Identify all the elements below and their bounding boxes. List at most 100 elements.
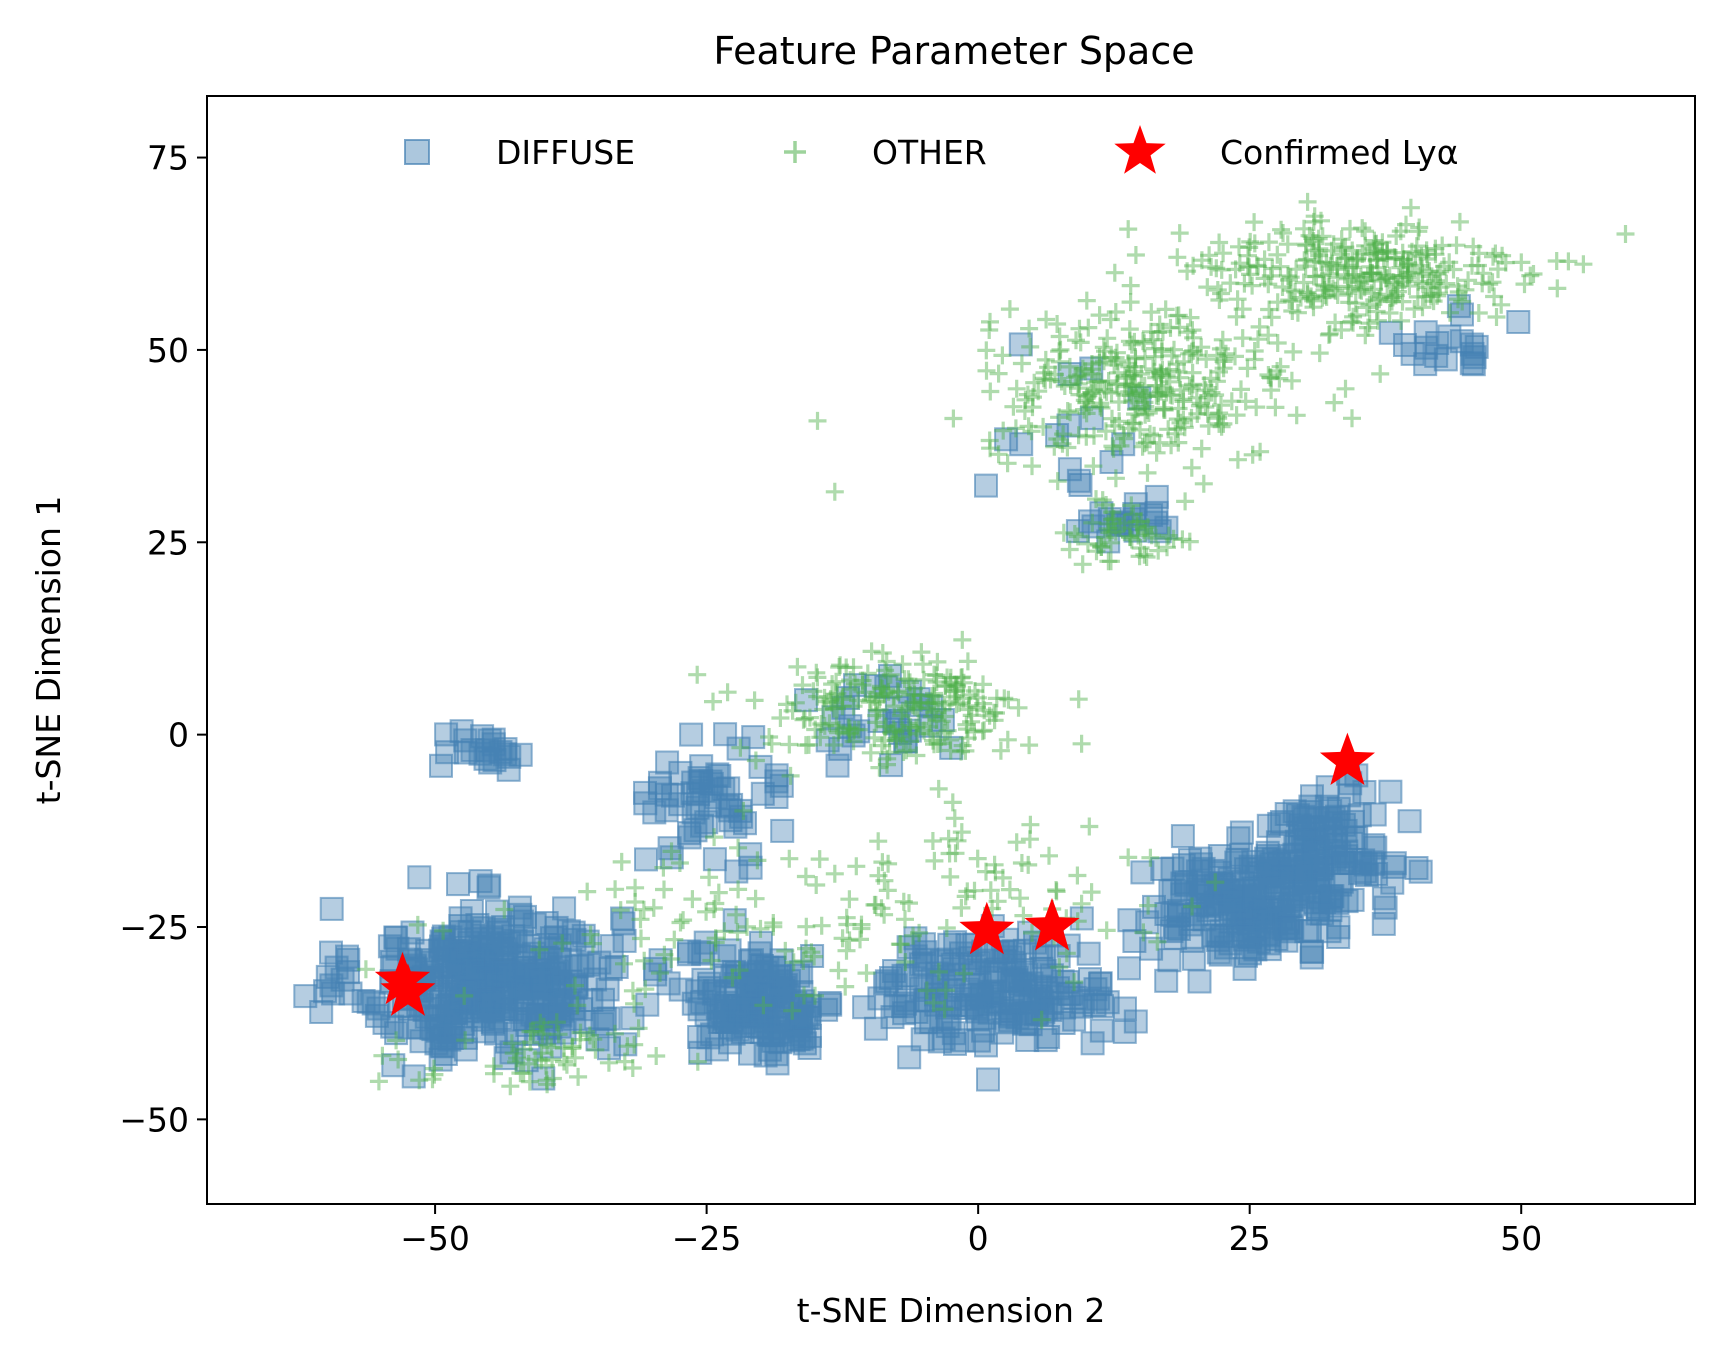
diffuse-point bbox=[757, 1037, 782, 1062]
other-point bbox=[1315, 277, 1334, 296]
diffuse-point bbox=[1154, 902, 1179, 926]
diffuse-point bbox=[821, 705, 846, 730]
diffuse-point bbox=[642, 800, 667, 825]
diffuse-point bbox=[704, 1037, 729, 1062]
other-point bbox=[1214, 359, 1233, 378]
other-point bbox=[1357, 298, 1376, 317]
diffuse-point bbox=[450, 985, 475, 1010]
diffuse-point bbox=[446, 872, 470, 897]
other-point bbox=[881, 665, 900, 684]
other-point bbox=[877, 717, 895, 736]
other-point bbox=[929, 693, 948, 712]
diffuse-point bbox=[818, 992, 843, 1017]
other-point bbox=[938, 668, 957, 687]
other-point bbox=[1080, 397, 1099, 416]
other-point bbox=[1464, 237, 1483, 256]
other-point bbox=[1366, 235, 1385, 254]
other-point bbox=[1437, 274, 1456, 293]
other-point bbox=[1353, 244, 1372, 263]
other-point bbox=[1183, 321, 1202, 340]
other-point bbox=[1195, 376, 1214, 395]
other-point bbox=[899, 670, 918, 689]
other-point bbox=[1263, 259, 1282, 278]
other-point bbox=[1150, 315, 1169, 334]
other-point bbox=[1141, 322, 1160, 341]
other-point bbox=[823, 675, 842, 694]
diffuse-point bbox=[1105, 512, 1130, 537]
other-point bbox=[1524, 265, 1543, 283]
other-point bbox=[1315, 281, 1334, 299]
diffuse-point bbox=[634, 847, 658, 872]
other-point bbox=[1376, 269, 1395, 288]
y-tick-label: −50 bbox=[119, 1100, 189, 1139]
diffuse-point bbox=[1108, 510, 1133, 535]
other-point bbox=[1469, 244, 1488, 263]
other-point bbox=[1515, 275, 1534, 294]
other-point bbox=[1351, 268, 1370, 287]
other-point bbox=[1138, 387, 1157, 406]
diffuse-point bbox=[407, 865, 432, 890]
diffuse-point bbox=[879, 753, 904, 778]
other-point bbox=[821, 690, 840, 709]
other-point bbox=[1152, 364, 1171, 383]
other-point bbox=[1444, 260, 1463, 279]
other-point bbox=[1021, 337, 1040, 356]
diffuse-point bbox=[1381, 854, 1406, 879]
other-point bbox=[1343, 258, 1362, 277]
other-point bbox=[877, 652, 896, 671]
other-point bbox=[1418, 250, 1437, 268]
other-point bbox=[806, 720, 825, 739]
other-point bbox=[1023, 398, 1042, 417]
other-point bbox=[1184, 341, 1203, 360]
other-point bbox=[1090, 348, 1109, 367]
other-point bbox=[1168, 355, 1186, 374]
other-point bbox=[889, 683, 908, 702]
other-point bbox=[1512, 253, 1531, 272]
other-point bbox=[1209, 409, 1228, 428]
other-point bbox=[1468, 256, 1487, 275]
other-point bbox=[1380, 266, 1399, 285]
other-point bbox=[804, 682, 823, 701]
other-point bbox=[1306, 241, 1324, 260]
other-point bbox=[1255, 269, 1274, 288]
other-point bbox=[1420, 262, 1439, 281]
other-point bbox=[1428, 286, 1447, 305]
other-point bbox=[833, 687, 852, 706]
other-point bbox=[1447, 236, 1466, 255]
other-point bbox=[1018, 385, 1037, 404]
diffuse-point bbox=[1018, 1012, 1043, 1037]
other-point bbox=[1325, 393, 1344, 412]
other-point bbox=[1122, 375, 1141, 394]
other-point bbox=[981, 382, 1000, 401]
other-point bbox=[1183, 363, 1202, 382]
other-point bbox=[817, 692, 836, 711]
other-point bbox=[1134, 388, 1152, 407]
other-point bbox=[1152, 342, 1171, 361]
other-point bbox=[1121, 293, 1140, 312]
diffuse-point bbox=[528, 968, 553, 993]
other-point bbox=[1150, 433, 1169, 452]
other-point bbox=[1226, 260, 1245, 279]
other-point bbox=[958, 720, 976, 739]
other-point bbox=[1240, 238, 1259, 257]
diffuse-point bbox=[450, 1011, 475, 1036]
other-point bbox=[872, 677, 890, 696]
other-point bbox=[1317, 287, 1336, 306]
diffuse-point bbox=[697, 976, 722, 1001]
other-point bbox=[1222, 392, 1241, 411]
diffuse-point bbox=[1272, 916, 1297, 941]
other-point bbox=[1077, 404, 1096, 423]
other-point bbox=[1286, 282, 1305, 301]
other-point bbox=[1054, 425, 1073, 444]
diffuse-point bbox=[1051, 1011, 1076, 1035]
other-point bbox=[1251, 442, 1270, 461]
other-point bbox=[1121, 276, 1140, 295]
diffuse-point bbox=[974, 473, 998, 498]
other-point bbox=[1206, 386, 1225, 404]
other-point bbox=[1348, 250, 1366, 269]
other-point bbox=[1133, 384, 1152, 403]
diffuse-point bbox=[1065, 519, 1090, 544]
other-point bbox=[933, 700, 952, 719]
diffuse-point bbox=[764, 763, 789, 788]
